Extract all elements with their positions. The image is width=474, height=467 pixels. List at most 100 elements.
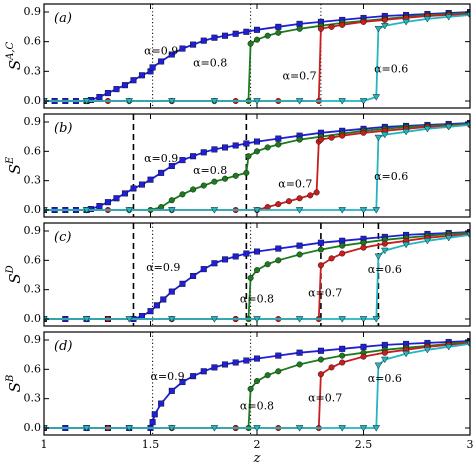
- data-point-alpha-06: [402, 128, 410, 136]
- chart-panel-3: α=0.9 α=0.8 α=0.7 α=0.6 0.0 0.3 0.6 0.9 (c) SD: [5, 222, 471, 327]
- data-point-alpha-06: [295, 207, 304, 214]
- series-annotation: α=0.6: [374, 62, 408, 75]
- data-point-alpha-06: [374, 253, 383, 261]
- data-point-alpha-09: [339, 345, 346, 352]
- y-tick-label: 0.6: [24, 362, 42, 375]
- data-point-alpha-06: [374, 362, 383, 370]
- data-point-alpha-09: [190, 41, 197, 48]
- series-line-alpha-06: [44, 124, 470, 211]
- data-point-alpha-06: [168, 98, 176, 105]
- data-point-alpha-07: [296, 195, 303, 202]
- y-tick-label: 0.6: [24, 144, 42, 157]
- y-tick-label: 0.0: [24, 312, 42, 325]
- data-point-alpha-09: [222, 256, 229, 263]
- y-axis-label: SD: [5, 265, 24, 283]
- data-point-alpha-08: [339, 352, 346, 359]
- data-point-alpha-06: [402, 350, 410, 358]
- data-point-alpha-09: [232, 253, 239, 260]
- data-point-alpha-06: [444, 344, 453, 351]
- data-point-alpha-09: [222, 361, 229, 368]
- x-tick-label: 3: [467, 438, 474, 451]
- data-point-alpha-09: [121, 82, 128, 89]
- data-point-alpha-09: [130, 185, 137, 192]
- data-point-alpha-08: [317, 246, 324, 253]
- data-point-alpha-09: [104, 90, 111, 97]
- data-point-alpha-06: [381, 247, 389, 255]
- panel-label: (d): [54, 339, 72, 354]
- series-line-alpha-09: [44, 11, 470, 102]
- data-point-alpha-09: [232, 30, 239, 37]
- data-point-alpha-07: [317, 371, 324, 378]
- data-point-alpha-06: [125, 425, 133, 432]
- data-point-alpha-08: [296, 136, 303, 143]
- data-point-alpha-09: [200, 266, 207, 273]
- data-point-alpha-06: [372, 94, 381, 101]
- x-tick-label: 1.5: [142, 438, 160, 451]
- data-point-alpha-09: [147, 176, 154, 183]
- data-point-alpha-09: [147, 308, 154, 315]
- data-point-alpha-06: [466, 12, 470, 19]
- data-point-alpha-08: [264, 261, 271, 268]
- data-point-alpha-06: [82, 316, 91, 323]
- data-point-alpha-07: [360, 353, 367, 360]
- data-point-alpha-08: [232, 172, 239, 179]
- data-point-alpha-06: [402, 19, 410, 26]
- y-tick-label: 0.9: [24, 333, 42, 346]
- data-point-alpha-06: [125, 207, 133, 214]
- series-annotation: α=0.8: [240, 399, 274, 412]
- series-annotation: α=0.6: [368, 263, 402, 276]
- data-point-alpha-09: [222, 144, 229, 151]
- data-point-alpha-09: [153, 302, 160, 309]
- series-annotation: α=0.7: [283, 69, 317, 82]
- data-point-alpha-09: [179, 280, 186, 287]
- data-point-alpha-07: [339, 359, 346, 366]
- data-point-alpha-07: [381, 349, 388, 356]
- data-point-alpha-06: [466, 122, 470, 129]
- data-point-alpha-09: [232, 359, 239, 366]
- y-axis-label: SA,C: [5, 41, 24, 70]
- data-point-alpha-09: [158, 58, 165, 65]
- data-point-alpha-06: [168, 425, 176, 432]
- series-annotation: α=0.7: [308, 392, 342, 405]
- data-point-alpha-09: [179, 157, 186, 164]
- data-point-alpha-09: [200, 37, 207, 44]
- series-annotation: α=0.7: [308, 287, 342, 300]
- data-point-alpha-06: [295, 425, 304, 432]
- data-point-alpha-09: [168, 387, 175, 394]
- data-point-alpha-06: [423, 237, 432, 245]
- data-point-alpha-08: [317, 356, 324, 363]
- series-annotation: α=0.7: [278, 178, 312, 191]
- data-point-alpha-07: [285, 198, 292, 205]
- data-point-alpha-06: [402, 241, 410, 249]
- data-point-alpha-06: [374, 134, 383, 142]
- data-point-alpha-08: [296, 361, 303, 368]
- data-point-alpha-09: [275, 135, 282, 142]
- series-annotation: α=0.9: [144, 152, 178, 165]
- data-point-alpha-09: [190, 153, 197, 160]
- data-point-alpha-08: [339, 242, 346, 249]
- data-point-alpha-09: [160, 296, 167, 303]
- data-point-alpha-06: [253, 316, 261, 323]
- data-point-alpha-06: [381, 131, 389, 139]
- series-annotation: α=0.8: [240, 292, 274, 305]
- plot-area: [44, 337, 470, 432]
- data-point-alpha-08: [158, 204, 165, 211]
- series-annotation: α=0.8: [193, 164, 227, 177]
- y-tick-label: 0.3: [24, 174, 42, 187]
- plot-area: [44, 119, 470, 214]
- series-line-alpha-06: [44, 14, 470, 102]
- data-point-alpha-08: [200, 182, 207, 189]
- series-annotation: α=0.6: [374, 170, 408, 183]
- x-tick-label: 2.5: [355, 438, 373, 451]
- data-point-alpha-07: [275, 201, 282, 208]
- data-point-alpha-09: [138, 72, 145, 79]
- data-point-alpha-06: [253, 98, 261, 105]
- y-tick-label: 0.0: [24, 203, 42, 216]
- data-point-alpha-09: [121, 190, 128, 197]
- data-point-alpha-06: [253, 425, 261, 432]
- series-annotation: α=0.6: [368, 372, 402, 385]
- data-point-alpha-09: [253, 248, 260, 255]
- data-point-alpha-09: [222, 32, 229, 39]
- data-point-alpha-06: [423, 16, 432, 23]
- data-point-alpha-07: [317, 262, 324, 269]
